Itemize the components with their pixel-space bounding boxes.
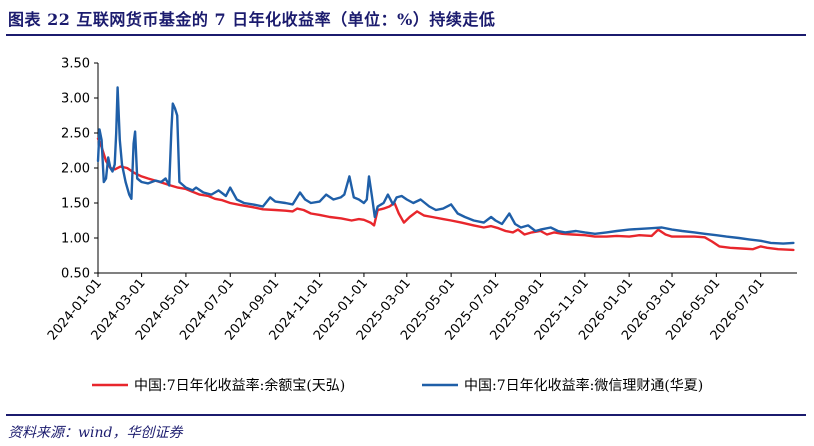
y-tick-label: 0.50 <box>61 267 90 282</box>
series-line-0 <box>96 137 795 252</box>
legend-label-0: 中国:7日年化收益率:余额宝(天弘) <box>134 377 345 394</box>
series-layer <box>96 86 795 252</box>
y-axis: 3.50 3.00 2.50 2.00 1.50 1.00 0.50 <box>61 57 99 282</box>
footer-divider <box>6 414 806 416</box>
series-line-1 <box>96 86 795 245</box>
title-divider <box>6 34 806 36</box>
x-axis: 2024-01-012024-03-012024-05-012024-07-01… <box>45 272 797 343</box>
y-tick-label: 3.00 <box>61 92 90 107</box>
figure-title: 图表 22 互联网货币基金的 7 日年化收益率（单位：%）持续走低 <box>8 10 496 29</box>
legend-label-1: 中国:7日年化收益率:微信理财通(华夏) <box>464 377 703 394</box>
y-tick-label: 1.50 <box>61 197 90 212</box>
legend: 中国:7日年化收益率:余额宝(天弘) 中国:7日年化收益率:微信理财通(华夏) <box>92 377 703 394</box>
y-tick-label: 3.50 <box>61 57 90 72</box>
source-note: 资料来源：wind，华创证券 <box>8 425 183 441</box>
y-tick-label: 2.00 <box>61 162 90 177</box>
y-tick-label: 1.00 <box>61 232 90 247</box>
y-tick-label: 2.50 <box>61 127 90 142</box>
